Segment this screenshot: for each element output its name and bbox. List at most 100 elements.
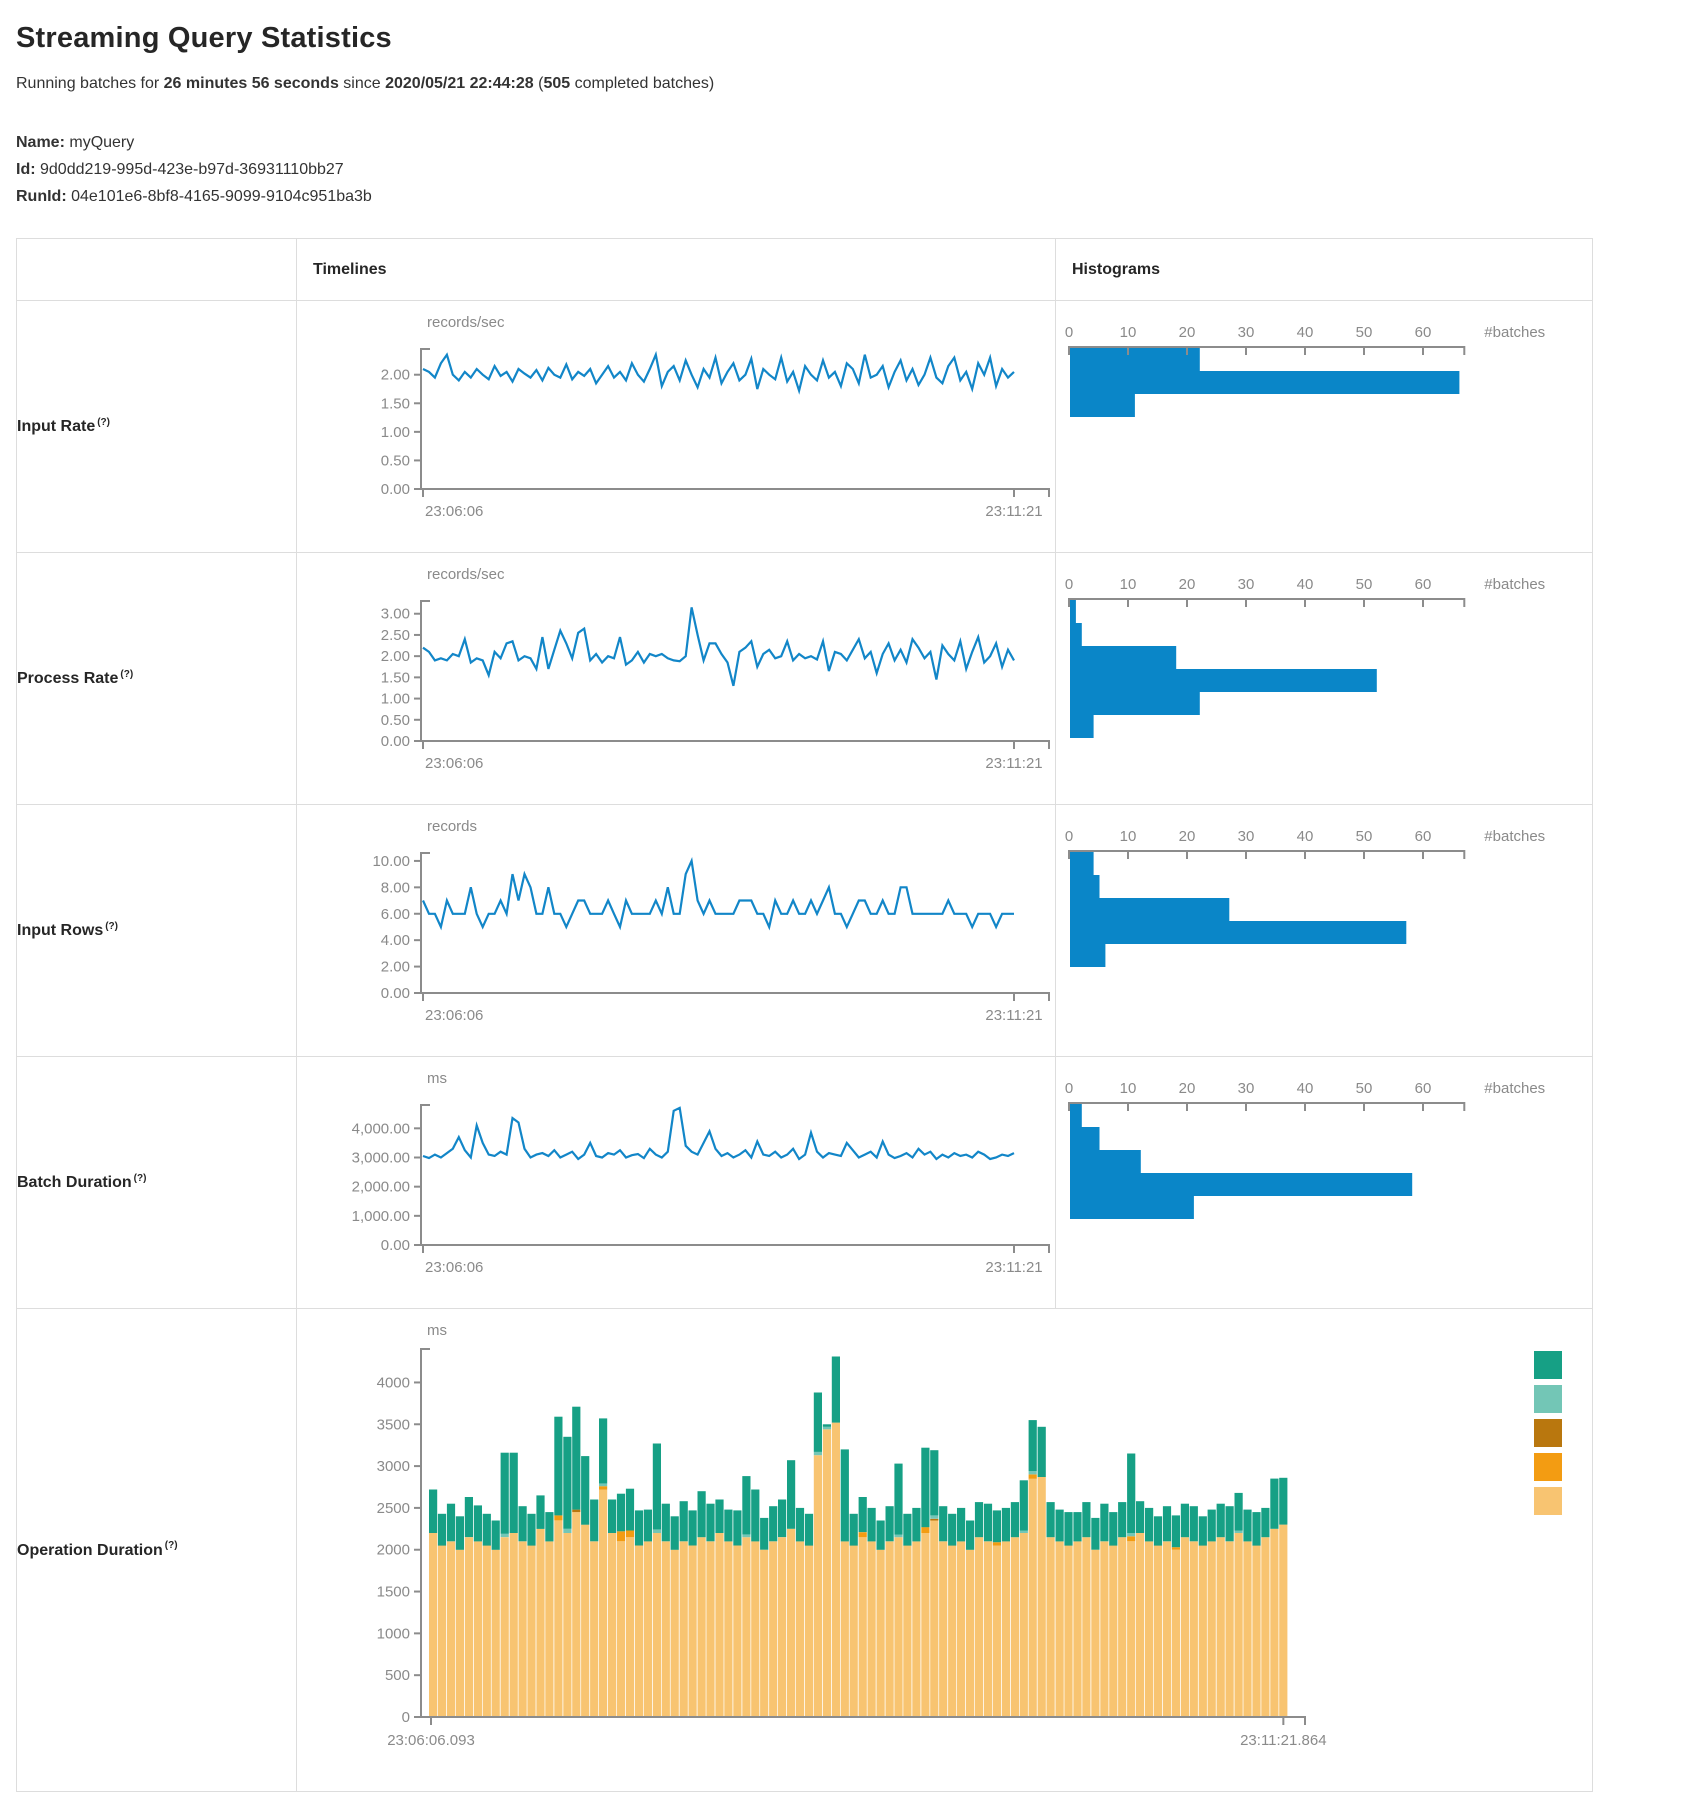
svg-text:50: 50 bbox=[1356, 576, 1373, 593]
svg-text:23:06:06: 23:06:06 bbox=[425, 1259, 483, 1276]
svg-text:60: 60 bbox=[1415, 828, 1432, 845]
svg-text:23:06:06: 23:06:06 bbox=[425, 1007, 483, 1024]
query-runid-value: 04e101e6-8bf8-4165-9099-9104c951ba3b bbox=[71, 188, 372, 205]
input-rows-timeline-chart: records 0.00 2.00 4.00 6.00 8.00 10.00 23:06:06… bbox=[296, 804, 1056, 1057]
summary-mid: since bbox=[338, 75, 386, 92]
svg-text:20: 20 bbox=[1179, 1080, 1196, 1097]
process-rate-label: Process Rate bbox=[17, 670, 119, 688]
table-header-row: Timelines Histograms bbox=[16, 238, 1593, 301]
svg-text:10: 10 bbox=[1120, 576, 1137, 593]
summary-duration: 26 minutes 56 seconds bbox=[163, 75, 339, 92]
statistics-table: Timelines Histograms Input Rate (?) recor… bbox=[16, 238, 1593, 1792]
process-rate-help-icon[interactable]: (?) bbox=[120, 668, 134, 680]
svg-text:60: 60 bbox=[1415, 576, 1432, 593]
row-label-operation-duration: Operation Duration (?) bbox=[16, 1308, 297, 1792]
header-empty bbox=[16, 238, 297, 301]
svg-text:4,000.00: 4,000.00 bbox=[352, 1120, 410, 1137]
svg-text:0: 0 bbox=[402, 1709, 410, 1726]
svg-text:2.00: 2.00 bbox=[381, 959, 410, 976]
svg-text:23:06:06: 23:06:06 bbox=[425, 503, 483, 520]
svg-text:0: 0 bbox=[1065, 324, 1073, 341]
svg-text:50: 50 bbox=[1356, 324, 1373, 341]
svg-text:0: 0 bbox=[1065, 1080, 1073, 1097]
svg-text:3.00: 3.00 bbox=[381, 606, 410, 623]
input-rows-histogram-chart: 0 10 20 30 40 50 60 #batches bbox=[1055, 804, 1593, 1057]
svg-text:ms: ms bbox=[427, 1070, 447, 1087]
svg-text:2000: 2000 bbox=[377, 1542, 410, 1559]
svg-text:2,000.00: 2,000.00 bbox=[352, 1179, 410, 1196]
svg-text:60: 60 bbox=[1415, 1080, 1432, 1097]
query-id-value: 9d0dd219-995d-423e-b97d-36931110bb27 bbox=[40, 161, 344, 178]
operation-duration-row: Operation Duration (?) ms 0 500 1000 1500 2000… bbox=[16, 1308, 1593, 1792]
svg-text:20: 20 bbox=[1179, 324, 1196, 341]
summary-prefix: Running batches for bbox=[16, 75, 164, 92]
process-rate-histogram-chart: 0 10 20 30 40 50 60 #batches bbox=[1055, 552, 1593, 805]
svg-text:23:11:21: 23:11:21 bbox=[985, 1259, 1042, 1276]
summary-suffix: completed batches) bbox=[570, 75, 715, 92]
row-label-input-rate: Input Rate (?) bbox=[16, 300, 297, 553]
svg-text:23:06:06: 23:06:06 bbox=[425, 755, 483, 772]
input-rows-help-icon[interactable]: (?) bbox=[105, 920, 118, 932]
svg-text:40: 40 bbox=[1297, 576, 1314, 593]
query-info-block: Name: myQuery Id: 9d0dd219-995d-423e-b97… bbox=[16, 129, 1693, 210]
svg-text:40: 40 bbox=[1297, 828, 1314, 845]
process-rate-timeline-chart: records/sec 0.00 0.50 1.00 1.50 2.00 2.50 3.00 2… bbox=[296, 552, 1056, 805]
svg-text:30: 30 bbox=[1238, 1080, 1255, 1097]
input-rate-row: Input Rate (?) records/sec 0.00 0.50 1.00 1.5… bbox=[16, 300, 1593, 553]
svg-text:40: 40 bbox=[1297, 324, 1314, 341]
svg-text:#batches: #batches bbox=[1484, 324, 1545, 341]
svg-text:23:11:21: 23:11:21 bbox=[985, 503, 1042, 520]
svg-text:20: 20 bbox=[1179, 576, 1196, 593]
operation-duration-help-icon[interactable]: (?) bbox=[164, 1540, 178, 1552]
svg-text:0: 0 bbox=[1065, 828, 1073, 845]
svg-text:1.00: 1.00 bbox=[381, 424, 410, 441]
operation-duration-label: Operation Duration bbox=[17, 1541, 163, 1559]
query-name-value: myQuery bbox=[69, 134, 135, 151]
svg-text:23:11:21: 23:11:21 bbox=[985, 1007, 1042, 1024]
svg-text:4.00: 4.00 bbox=[381, 932, 410, 949]
operation-duration-stacked-chart: ms 0 500 1000 1500 2000 2500 3000 3500 4000 23:06:… bbox=[296, 1308, 1593, 1792]
svg-text:records/sec: records/sec bbox=[427, 566, 505, 583]
svg-text:23:11:21.864: 23:11:21.864 bbox=[1240, 1732, 1326, 1749]
svg-text:3,000.00: 3,000.00 bbox=[352, 1150, 410, 1167]
column-header-timelines: Timelines bbox=[296, 238, 1056, 301]
svg-text:1000: 1000 bbox=[377, 1625, 410, 1642]
process-rate-row: Process Rate (?) records/sec 0.00 0.50 1.00 1… bbox=[16, 552, 1593, 805]
svg-text:1.50: 1.50 bbox=[381, 395, 410, 412]
svg-text:4000: 4000 bbox=[377, 1374, 410, 1391]
svg-text:3000: 3000 bbox=[377, 1458, 410, 1475]
svg-text:8.00: 8.00 bbox=[381, 879, 410, 896]
batch-duration-row: Batch Duration (?) ms 0.00 1,000.00 2,000.00… bbox=[16, 1056, 1593, 1309]
svg-text:0.00: 0.00 bbox=[381, 733, 410, 750]
svg-text:60: 60 bbox=[1415, 324, 1432, 341]
row-label-process-rate: Process Rate (?) bbox=[16, 552, 297, 805]
page-title: Streaming Query Statistics bbox=[16, 22, 392, 54]
svg-text:ms: ms bbox=[427, 1322, 447, 1339]
svg-text:23:06:06.093: 23:06:06.093 bbox=[387, 1732, 475, 1749]
svg-text:0: 0 bbox=[1065, 576, 1073, 593]
input-rate-label: Input Rate bbox=[17, 418, 96, 436]
svg-text:20: 20 bbox=[1179, 828, 1196, 845]
svg-text:1,000.00: 1,000.00 bbox=[352, 1208, 410, 1225]
row-label-input-rows: Input Rows (?) bbox=[16, 804, 297, 1057]
svg-text:30: 30 bbox=[1238, 576, 1255, 593]
batch-duration-help-icon[interactable]: (?) bbox=[133, 1172, 147, 1184]
svg-text:30: 30 bbox=[1238, 324, 1255, 341]
query-id-label: Id: bbox=[16, 161, 36, 178]
svg-text:40: 40 bbox=[1297, 1080, 1314, 1097]
svg-text:2.00: 2.00 bbox=[381, 648, 410, 665]
input-rate-help-icon[interactable]: (?) bbox=[97, 416, 110, 428]
svg-text:50: 50 bbox=[1356, 828, 1373, 845]
query-name-label: Name: bbox=[16, 134, 65, 151]
svg-text:1.00: 1.00 bbox=[381, 691, 410, 708]
svg-text:10: 10 bbox=[1120, 324, 1137, 341]
svg-text:0.50: 0.50 bbox=[381, 452, 410, 469]
summary-paren: ( bbox=[533, 75, 544, 92]
svg-text:records/sec: records/sec bbox=[427, 314, 505, 331]
svg-text:6.00: 6.00 bbox=[381, 906, 410, 923]
input-rows-row: Input Rows (?) records 0.00 2.00 4.00 6.00 8.0… bbox=[16, 804, 1593, 1057]
input-rate-timeline-chart: records/sec 0.00 0.50 1.00 1.50 2.00 23:06:06 2… bbox=[296, 300, 1056, 553]
svg-text:50: 50 bbox=[1356, 1080, 1373, 1097]
svg-text:records: records bbox=[427, 818, 477, 835]
query-name-line: Name: myQuery bbox=[16, 129, 1693, 156]
